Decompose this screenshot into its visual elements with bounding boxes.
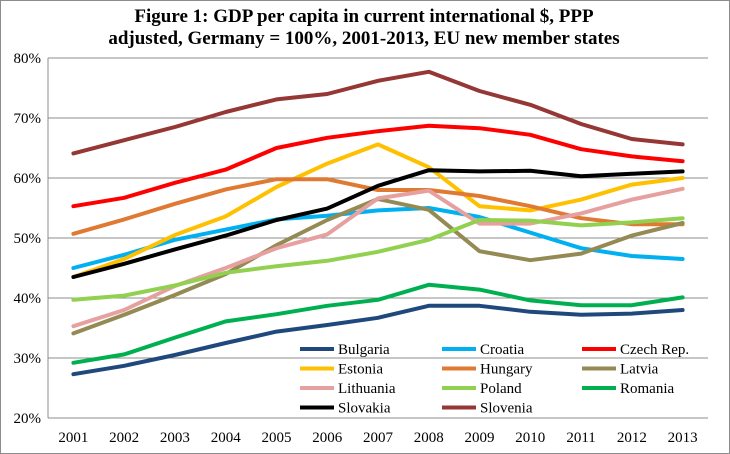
legend-label-romania: Romania: [620, 381, 674, 397]
series-line-romania: [71, 282, 685, 365]
legend-label-slovakia: Slovakia: [338, 401, 391, 417]
x-tick-label: 2006: [312, 430, 343, 446]
x-tick-label: 2003: [160, 430, 190, 446]
legend-label-latvia: Latvia: [620, 362, 659, 378]
x-tick-label: 2010: [515, 430, 545, 446]
x-tick-label: 2005: [261, 430, 291, 446]
y-tick-label: 20%: [14, 411, 42, 427]
legend-label-estonia: Estonia: [338, 362, 383, 378]
series-line-croatia: [71, 206, 685, 270]
x-tick-label: 2002: [109, 430, 139, 446]
legend-label-poland: Poland: [480, 381, 522, 397]
x-tick-label: 2013: [668, 430, 698, 446]
legend-label-hungary: Hungary: [480, 362, 533, 378]
series-line-czech-rep: [71, 123, 685, 209]
x-tick-label: 2012: [617, 430, 647, 446]
y-tick-label: 60%: [14, 171, 42, 187]
legend-label-croatia: Croatia: [480, 342, 524, 358]
x-tick-label: 2009: [465, 430, 495, 446]
series-line-slovakia: [71, 168, 685, 279]
legend-label-czech-rep: Czech Rep.: [620, 342, 689, 358]
chart-subtitle-line-2: adjusted, Germany = 100%, 2001-2013, EU …: [108, 28, 620, 49]
legend-label-lithuania: Lithuania: [338, 381, 396, 397]
y-tick-label: 50%: [14, 231, 42, 247]
x-tick-label: 2008: [414, 430, 444, 446]
y-tick-label: 70%: [14, 111, 42, 127]
series-line-poland: [71, 216, 685, 302]
chart-title-line-1: Figure 1: GDP per capita in current inte…: [134, 6, 594, 27]
series-line-hungary: [71, 177, 685, 236]
y-tick-label: 80%: [14, 51, 42, 67]
legend-label-bulgaria: Bulgaria: [338, 342, 390, 358]
y-tick-label: 30%: [14, 351, 42, 367]
series-line-bulgaria: [71, 303, 685, 377]
x-tick-label: 2001: [58, 430, 88, 446]
chart-title: Figure 1: GDP per capita in current inte…: [0, 6, 728, 50]
series-line-estonia: [71, 142, 685, 279]
legend-label-slovenia: Slovenia: [480, 401, 533, 417]
x-tick-label: 2007: [363, 430, 394, 446]
series-line-slovenia: [71, 69, 685, 156]
x-tick-label: 2004: [211, 430, 242, 446]
y-tick-label: 40%: [14, 291, 42, 307]
x-tick-label: 2011: [566, 430, 595, 446]
